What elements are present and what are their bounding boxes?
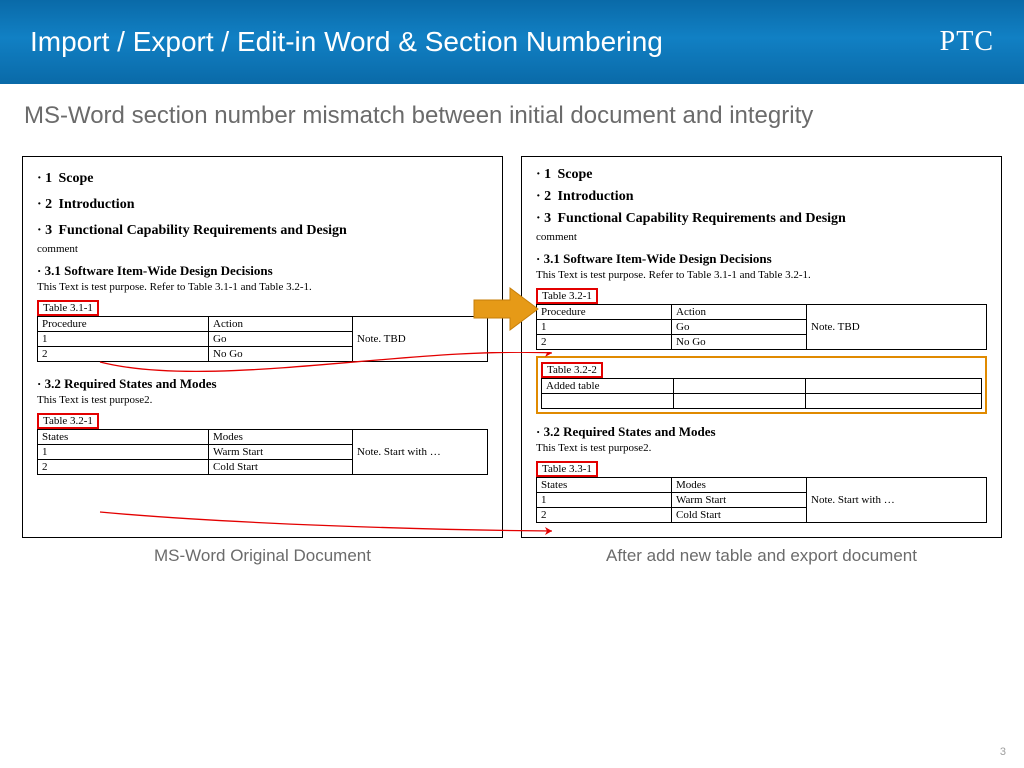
caption-right: After add new table and export document xyxy=(521,546,1002,566)
table-3-3-1-label-r: Table 3.3-1 xyxy=(536,460,987,477)
caption-left: MS-Word Original Document xyxy=(22,546,503,566)
arrow-icon xyxy=(472,286,542,337)
right-document: · 1 Scope · 2 Introduction · 3 Functiona… xyxy=(521,156,1002,538)
left-document: · 1 Scope · 2 Introduction · 3 Functiona… xyxy=(22,156,503,538)
section-2-r: · 2 Introduction xyxy=(536,189,987,205)
section-3: · 3 Functional Capability Requirements a… xyxy=(37,223,488,239)
ptc-logo: PTC xyxy=(940,26,994,58)
added-table-highlight: Table 3.2-2 Added table xyxy=(536,356,987,414)
section-3-2: · 3.2 Required States and Modes xyxy=(37,376,488,392)
comparison-panels: · 1 Scope · 2 Introduction · 3 Functiona… xyxy=(0,156,1024,538)
slide-title: Import / Export / Edit-in Word & Section… xyxy=(30,26,663,58)
table-3-1-1-label: Table 3.1-1 xyxy=(37,299,488,316)
slide-header: Import / Export / Edit-in Word & Section… xyxy=(0,0,1024,84)
table-3-2-2-label-r: Table 3.2-2 xyxy=(541,362,603,378)
table-3-3-1-r: StatesModesNote. Start with … 1Warm Star… xyxy=(536,477,987,523)
section-3-r: · 3 Functional Capability Requirements a… xyxy=(536,211,987,227)
table-3-2-1: StatesModesNote. Start with … 1Warm Star… xyxy=(37,429,488,475)
para-3-2-r: This Text is test purpose2. xyxy=(536,442,987,454)
comment-r: comment xyxy=(536,231,987,243)
table-3-2-1-label: Table 3.2-1 xyxy=(37,412,488,429)
section-3-1-r: · 3.1 Software Item-Wide Design Decision… xyxy=(536,251,987,267)
table-3-2-2-r: Added table xyxy=(541,378,982,409)
section-2: · 2 Introduction xyxy=(37,197,488,213)
section-1: · 1 Scope xyxy=(37,171,488,187)
page-number: 3 xyxy=(1000,746,1006,758)
para-3-1: This Text is test purpose. Refer to Tabl… xyxy=(37,281,488,293)
section-3-1: · 3.1 Software Item-Wide Design Decision… xyxy=(37,263,488,279)
table-3-2-1-label-r: Table 3.2-1 xyxy=(536,287,987,304)
comment: comment xyxy=(37,243,488,255)
captions: MS-Word Original Document After add new … xyxy=(0,538,1024,566)
para-3-2: This Text is test purpose2. xyxy=(37,394,488,406)
para-3-1-r: This Text is test purpose. Refer to Tabl… xyxy=(536,269,987,281)
table-3-1-1: ProcedureActionNote. TBD 1Go 2No Go xyxy=(37,316,488,362)
section-3-2-r: · 3.2 Required States and Modes xyxy=(536,424,987,440)
subtitle: MS-Word section number mismatch between … xyxy=(0,84,1024,138)
table-3-2-1-r: ProcedureActionNote. TBD 1Go 2No Go xyxy=(536,304,987,350)
section-1-r: · 1 Scope xyxy=(536,167,987,183)
